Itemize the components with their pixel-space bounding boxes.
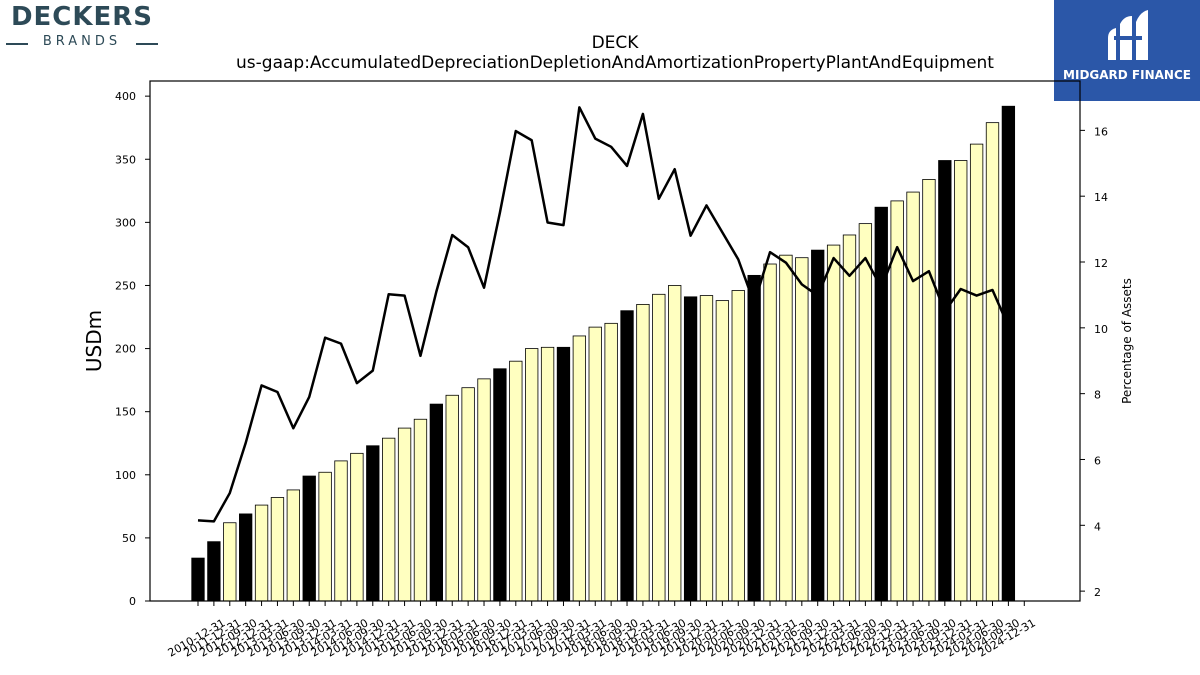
- bar: [366, 445, 380, 602]
- bar: [509, 360, 523, 602]
- bar: [286, 489, 300, 602]
- bar: [604, 322, 618, 602]
- percentage-line: [197, 106, 1010, 523]
- y2-tick-label: 12: [1094, 257, 1108, 270]
- y2-tick-label: 10: [1094, 323, 1108, 336]
- midgard-finance-logo: MIDGARD FINANCE: [1054, 0, 1200, 101]
- bar: [715, 300, 730, 602]
- brand-logo-rule-right: [136, 43, 158, 45]
- bar: [540, 346, 555, 602]
- deckers-brands-logo: DECKERS BRANDS: [4, 2, 160, 54]
- y-tick-label: 250: [115, 279, 136, 292]
- y-tick-label: 300: [115, 216, 136, 229]
- bar: [938, 160, 952, 602]
- bar: [683, 296, 698, 602]
- bar: [620, 310, 634, 602]
- bar: [382, 437, 396, 602]
- bar: [779, 254, 793, 602]
- y-tick-label: 0: [129, 595, 136, 608]
- y2-tick-label: 16: [1094, 125, 1108, 138]
- y-tick-label: 350: [115, 153, 136, 166]
- bar: [1001, 105, 1016, 602]
- bar: [652, 293, 666, 602]
- bar: [223, 522, 237, 602]
- left-axis-ticks: 0 50 100 150 200 250 300 350 400: [115, 90, 150, 608]
- bar: [318, 471, 332, 602]
- bar: [763, 263, 777, 602]
- y-tick-label: 150: [115, 406, 136, 419]
- bar: [334, 460, 348, 602]
- brand-logo-subword: BRANDS: [42, 34, 122, 49]
- bar: [699, 295, 714, 602]
- plot-frame: [149, 80, 1081, 602]
- bar: [429, 403, 444, 602]
- bar-series: [191, 105, 1016, 602]
- midgard-mark-icon: [1108, 10, 1148, 60]
- y2-tick-label: 14: [1094, 191, 1108, 204]
- bar: [636, 303, 650, 602]
- bar: [191, 557, 205, 602]
- bar: [668, 285, 682, 602]
- bar: [858, 223, 873, 602]
- y-tick-label: 100: [115, 469, 136, 482]
- bar: [811, 249, 825, 602]
- bar: [922, 179, 936, 602]
- bar: [906, 191, 920, 602]
- y-tick-label: 400: [115, 90, 136, 103]
- bar: [397, 427, 412, 602]
- bar: [350, 452, 364, 602]
- bar: [477, 378, 491, 602]
- bar: [985, 122, 1000, 602]
- partner-logo-name: MIDGARD FINANCE: [1063, 68, 1191, 82]
- bar: [747, 274, 761, 602]
- bar: [254, 504, 269, 602]
- bar: [795, 257, 809, 602]
- bar: [302, 475, 316, 602]
- bar: [572, 335, 587, 602]
- x-axis-ticks: 2010-12-312011-12-312012-09-302012-12-31…: [166, 601, 1038, 660]
- bar: [270, 497, 285, 602]
- bar: [207, 541, 221, 602]
- y-axis-label: USDm: [82, 310, 106, 372]
- bar: [826, 244, 841, 602]
- chart-title: DECK: [592, 33, 640, 53]
- y-tick-label: 200: [115, 343, 136, 356]
- y-tick-label: 50: [122, 532, 136, 545]
- y2-tick-label: 2: [1094, 586, 1101, 599]
- bar: [556, 346, 571, 602]
- bar: [413, 418, 428, 602]
- bar: [969, 143, 984, 602]
- bar: [842, 234, 857, 602]
- bar: [493, 368, 507, 602]
- bar: [731, 290, 745, 602]
- right-axis-ticks: 2 4 6 8 10 12 14 16: [1080, 125, 1108, 599]
- brand-logo-rule-left: [6, 43, 28, 45]
- bar: [445, 394, 459, 602]
- y2-tick-label: 8: [1094, 389, 1101, 402]
- bar: [588, 326, 602, 602]
- y2-tick-label: 4: [1094, 520, 1101, 533]
- y2-axis-label: Percentage of Assets: [1120, 278, 1134, 404]
- bar: [239, 513, 253, 602]
- chart-subtitle: us-gaap:AccumulatedDepreciationDepletion…: [236, 53, 994, 73]
- bar: [954, 160, 968, 602]
- bar: [461, 387, 475, 602]
- bar: [874, 206, 888, 602]
- bar: [525, 348, 539, 602]
- y2-tick-label: 6: [1094, 454, 1101, 467]
- brand-logo-word: DECKERS: [10, 2, 154, 32]
